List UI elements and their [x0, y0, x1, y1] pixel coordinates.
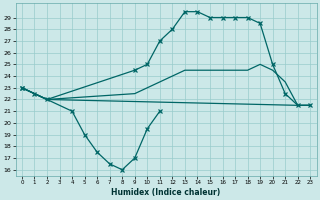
X-axis label: Humidex (Indice chaleur): Humidex (Indice chaleur) — [111, 188, 221, 197]
